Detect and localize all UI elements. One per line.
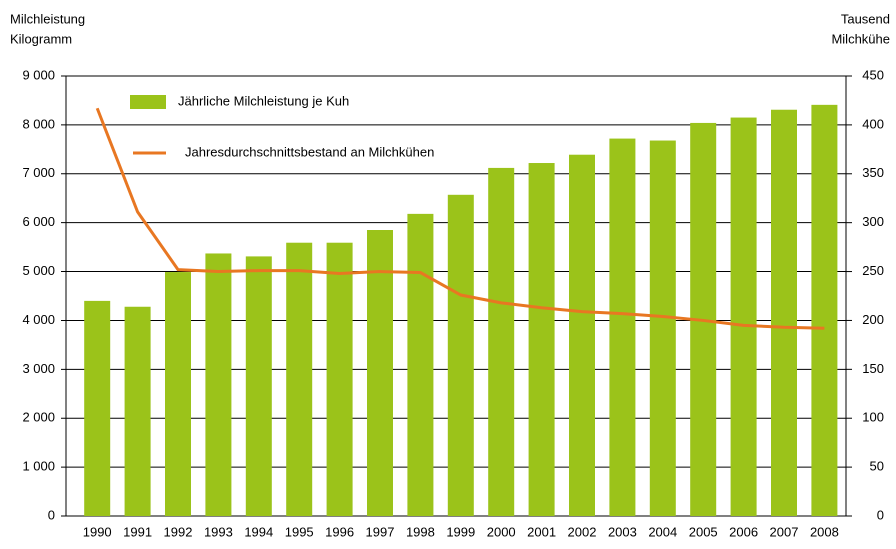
- x-tick-label: 1995: [285, 524, 314, 539]
- y2-tick-label: 400: [862, 116, 884, 131]
- y2-tick-label: 200: [862, 312, 884, 327]
- bar: [528, 163, 555, 516]
- y2-tick-label: 450: [862, 67, 884, 82]
- y-tick-label: 6 000: [22, 214, 55, 229]
- y2-tick-label: 350: [862, 165, 884, 180]
- bar: [245, 256, 272, 516]
- line: [95, 107, 825, 330]
- bar: [730, 117, 757, 517]
- x-tick-label: 2005: [689, 524, 718, 539]
- y2-tick-label: 250: [862, 263, 884, 278]
- bar: [488, 167, 515, 516]
- x-tick-label: 2000: [487, 524, 516, 539]
- x-tick-label: 1993: [204, 524, 233, 539]
- bar: [447, 194, 474, 517]
- y2-tick-label: 100: [862, 410, 884, 425]
- bar: [326, 242, 353, 516]
- x-tick-label: 1990: [83, 524, 112, 539]
- y-axis-title: Kilogramm: [10, 31, 72, 46]
- x-tick-label: 2003: [608, 524, 637, 539]
- bar: [286, 242, 313, 516]
- legend-label: Jährliche Milchleistung je Kuh: [178, 93, 349, 108]
- bar: [811, 104, 838, 516]
- bar: [771, 109, 797, 516]
- y-tick-label: 8 000: [22, 116, 55, 131]
- y-tick-label: 2 000: [22, 410, 55, 425]
- y-tick-label: 9 000: [22, 67, 55, 82]
- bar: [367, 230, 393, 516]
- y-tick-label: 3 000: [22, 361, 55, 376]
- y-tick-label: 7 000: [22, 165, 55, 180]
- x-tick-label: 2002: [568, 524, 597, 539]
- x-tick-label: 2007: [770, 524, 799, 539]
- x-tick-label: 2006: [729, 524, 758, 539]
- bar: [205, 253, 232, 516]
- legend-swatch: [130, 95, 166, 109]
- x-tick-label: 1997: [366, 524, 395, 539]
- y2-tick-label: 50: [870, 459, 884, 474]
- y-tick-label: 5 000: [22, 263, 55, 278]
- x-tick-label: 2008: [810, 524, 839, 539]
- y-tick-label: 0: [48, 507, 55, 522]
- y2-axis-title: Milchkühe: [831, 31, 890, 46]
- y2-tick-label: 300: [862, 214, 884, 229]
- y2-tick-label: 150: [862, 361, 884, 376]
- x-tick-label: 1996: [325, 524, 354, 539]
- y-tick-label: 4 000: [22, 312, 55, 327]
- x-tick-label: 2001: [527, 524, 556, 539]
- bar: [609, 138, 636, 517]
- legend-label: Jahresdurchschnittsbestand an Milchkühen: [185, 144, 434, 159]
- bar: [649, 140, 676, 517]
- bar: [124, 306, 151, 516]
- x-tick-label: 1999: [446, 524, 475, 539]
- x-tick-label: 1994: [244, 524, 273, 539]
- bar: [165, 272, 191, 516]
- bar: [407, 213, 434, 516]
- x-tick-label: 1998: [406, 524, 435, 539]
- y2-tick-label: 0: [877, 507, 884, 522]
- x-tick-label: 2004: [648, 524, 677, 539]
- x-tick-label: 1992: [164, 524, 193, 539]
- x-tick-label: 1991: [123, 524, 152, 539]
- y-axis-title: Milchleistung: [10, 11, 85, 26]
- y-tick-label: 1 000: [22, 459, 55, 474]
- y2-axis-title: Tausend: [841, 11, 890, 26]
- bar: [84, 300, 111, 516]
- bar: [569, 154, 595, 516]
